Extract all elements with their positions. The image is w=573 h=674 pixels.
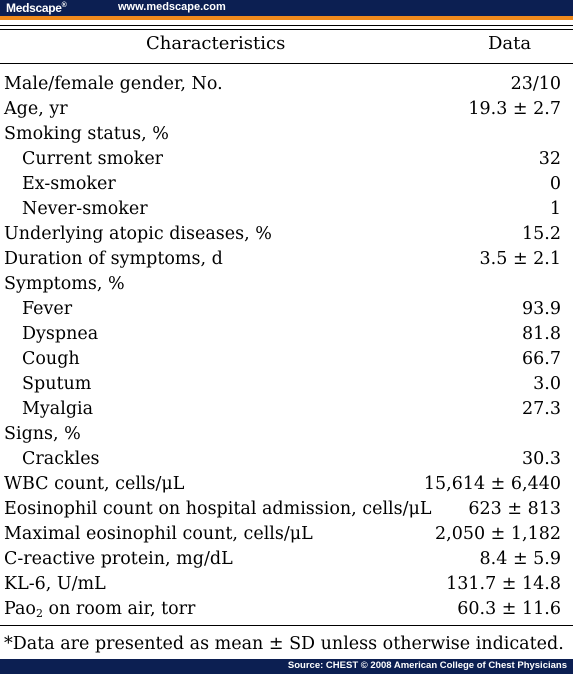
source-citation: Source: CHEST © 2008 American College of… bbox=[287, 660, 567, 671]
table-row: Age, yr 19.3 ± 2.7 bbox=[0, 97, 573, 122]
row-label: Pao2 on room air, torr bbox=[4, 597, 195, 622]
column-header-data: Data bbox=[488, 33, 532, 54]
row-label-suffix: on room air, torr bbox=[42, 599, 196, 619]
row-value: 32 bbox=[538, 149, 561, 169]
row-label: KL-6, U/mL bbox=[4, 574, 106, 594]
row-label: Age, yr bbox=[4, 99, 68, 119]
table-footnote: *Data are presented as mean ± SD unless … bbox=[4, 634, 564, 654]
row-value: 66.7 bbox=[522, 349, 561, 369]
table-top-rule bbox=[0, 25, 573, 26]
row-label-text: Pao bbox=[4, 599, 36, 619]
row-label: Maximal eosinophil count, cells/μL bbox=[4, 524, 313, 544]
table-row: Smoking status, % bbox=[0, 122, 573, 147]
row-label: Current smoker bbox=[22, 149, 164, 169]
row-label: Signs, % bbox=[4, 424, 81, 444]
row-value: 3.0 bbox=[533, 374, 561, 394]
row-value: 623 ± 813 bbox=[468, 499, 561, 519]
table-bottom-rule bbox=[0, 625, 573, 626]
row-label-subscript: 2 bbox=[35, 607, 43, 620]
row-label: Eosinophil count on hospital admission, … bbox=[4, 499, 432, 519]
table-row: Pao2 on room air, torr 60.3 ± 11.6 bbox=[0, 597, 573, 622]
row-label: Symptoms, % bbox=[4, 274, 125, 294]
medscape-logo[interactable]: Medscape® bbox=[6, 1, 67, 15]
table-row: Dyspnea 81.8 bbox=[0, 322, 573, 347]
row-label: Crackles bbox=[22, 449, 100, 469]
column-header-characteristics: Characteristics bbox=[146, 33, 286, 54]
row-value: 1 bbox=[549, 199, 561, 219]
row-value: 27.3 bbox=[522, 399, 561, 419]
table-row: Fever 93.9 bbox=[0, 297, 573, 322]
row-label: WBC count, cells/μL bbox=[4, 474, 185, 494]
table-row: KL-6, U/mL 131.7 ± 14.8 bbox=[0, 572, 573, 597]
row-label: Duration of symptoms, d bbox=[4, 249, 223, 269]
table-body: Male/female gender, No. 23/10 Age, yr 19.3 … bbox=[0, 72, 573, 622]
row-label: Ex-smoker bbox=[22, 174, 116, 194]
row-value: 81.8 bbox=[522, 324, 561, 344]
table-row: Signs, % bbox=[0, 422, 573, 447]
row-value: 3.5 ± 2.1 bbox=[479, 249, 561, 269]
table-row: Symptoms, % bbox=[0, 272, 573, 297]
row-value: 23/10 bbox=[510, 74, 561, 94]
row-value: 2,050 ± 1,182 bbox=[435, 524, 561, 544]
row-value: 15.2 bbox=[522, 224, 561, 244]
table-row: Duration of symptoms, d 3.5 ± 2.1 bbox=[0, 247, 573, 272]
row-value: 0 bbox=[549, 174, 561, 194]
table-row: Myalgia 27.3 bbox=[0, 397, 573, 422]
table-row: Crackles 30.3 bbox=[0, 447, 573, 472]
medscape-header-bar: Medscape® www.medscape.com bbox=[0, 0, 573, 16]
row-label: Cough bbox=[22, 349, 80, 369]
table-row: Current smoker 32 bbox=[0, 147, 573, 172]
row-label: Sputum bbox=[22, 374, 92, 394]
table-top-rule-inner bbox=[0, 29, 573, 30]
row-value: 30.3 bbox=[522, 449, 561, 469]
row-label: C-reactive protein, mg/dL bbox=[4, 549, 233, 569]
row-value: 93.9 bbox=[522, 299, 561, 319]
table-row: Sputum 3.0 bbox=[0, 372, 573, 397]
row-value: 8.4 ± 5.9 bbox=[479, 549, 561, 569]
row-label: Myalgia bbox=[22, 399, 94, 419]
table-row: Eosinophil count on hospital admission, … bbox=[0, 497, 573, 522]
row-value: 131.7 ± 14.8 bbox=[446, 574, 561, 594]
row-label: Underlying atopic diseases, % bbox=[4, 224, 272, 244]
header-accent-stripe bbox=[0, 16, 573, 20]
table-row: Ex-smoker 0 bbox=[0, 172, 573, 197]
row-label: Smoking status, % bbox=[4, 124, 169, 144]
footer-bar: Source: CHEST © 2008 American College of… bbox=[0, 659, 573, 674]
table-row: Male/female gender, No. 23/10 bbox=[0, 72, 573, 97]
row-value: 15,614 ± 6,440 bbox=[423, 474, 561, 494]
row-label: Fever bbox=[22, 299, 73, 319]
row-label: Male/female gender, No. bbox=[4, 74, 223, 94]
table-row: Never-smoker 1 bbox=[0, 197, 573, 222]
row-value: 60.3 ± 11.6 bbox=[457, 599, 561, 619]
table-row: C-reactive protein, mg/dL 8.4 ± 5.9 bbox=[0, 547, 573, 572]
row-label: Dyspnea bbox=[22, 324, 99, 344]
row-value: 19.3 ± 2.7 bbox=[468, 99, 561, 119]
table-row: Cough 66.7 bbox=[0, 347, 573, 372]
table-row: Maximal eosinophil count, cells/μL 2,050 … bbox=[0, 522, 573, 547]
table-row: WBC count, cells/μL 15,614 ± 6,440 bbox=[0, 472, 573, 497]
table-header-rule bbox=[0, 63, 573, 64]
site-url[interactable]: www.medscape.com bbox=[118, 1, 226, 13]
table-row: Underlying atopic diseases, % 15.2 bbox=[0, 222, 573, 247]
row-label: Never-smoker bbox=[22, 199, 148, 219]
